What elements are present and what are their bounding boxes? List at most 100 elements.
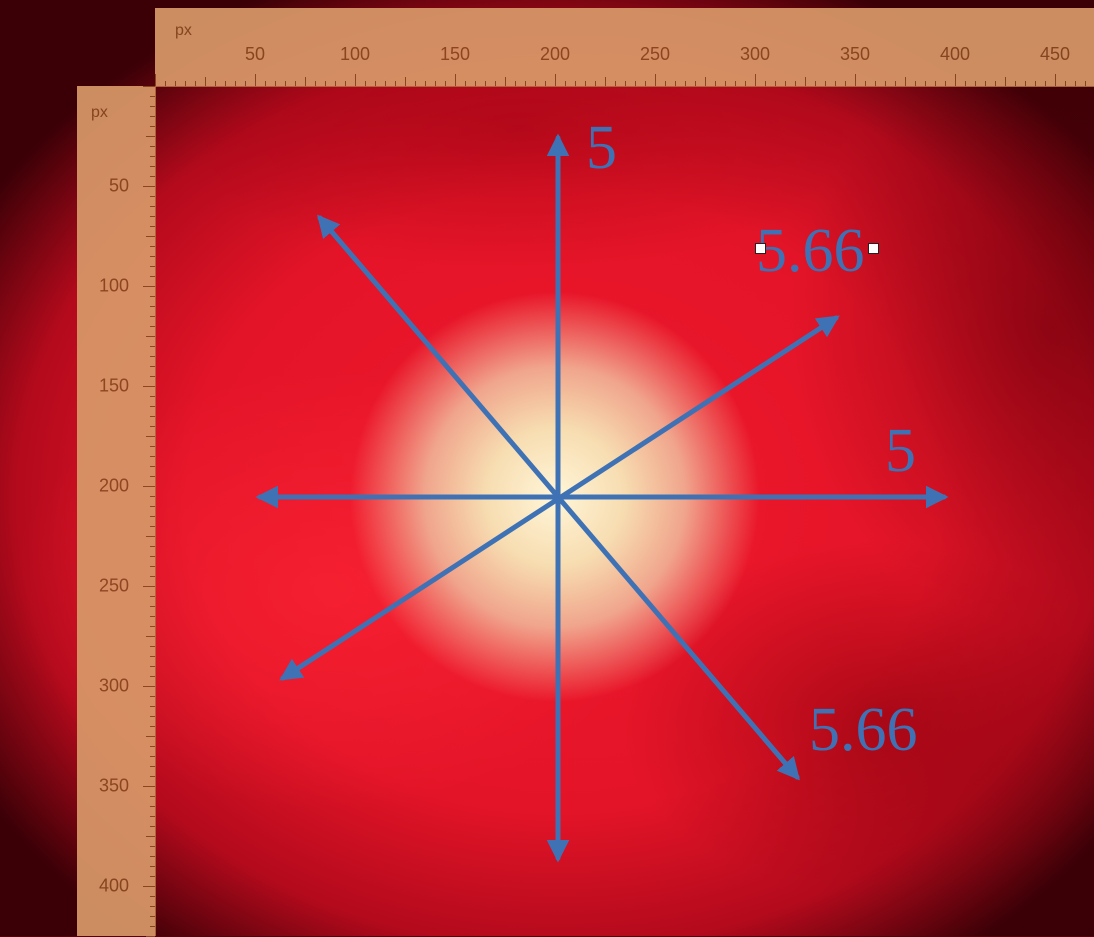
ruler-tick [150, 476, 155, 477]
ruler-tick [150, 406, 155, 407]
ruler-tick [146, 236, 155, 237]
ruler-tick-label: 50 [244, 44, 266, 64]
ruler-tick [146, 836, 155, 837]
ruler-tick [150, 96, 155, 97]
ruler-tick [150, 546, 155, 547]
ruler-tick [905, 77, 906, 86]
ruler-tick [150, 226, 155, 227]
ruler-tick [345, 81, 346, 86]
ruler-tick [765, 81, 766, 86]
horizontal-ruler[interactable]: px 50 100 150 200 250 300 350 400 450 [155, 8, 1094, 87]
ruler-tick [150, 426, 155, 427]
ruler-tick [155, 74, 156, 86]
ruler-tick [150, 756, 155, 757]
ruler-unit-label: px [175, 22, 192, 39]
ruler-tick [150, 216, 155, 217]
ruler-tick [150, 296, 155, 297]
ruler-tick [1015, 81, 1016, 86]
ruler-tick [835, 81, 836, 86]
ruler-tick [150, 506, 155, 507]
ruler-tick [665, 81, 666, 86]
ruler-tick [143, 686, 155, 687]
ruler-tick [150, 916, 155, 917]
ruler-tick [150, 796, 155, 797]
ruler-tick [146, 536, 155, 537]
ruler-tick [150, 776, 155, 777]
ruler-tick [146, 736, 155, 737]
ruler-tick [150, 866, 155, 867]
diagonal-vector-sw-ne[interactable] [279, 315, 840, 681]
ruler-tick [1045, 81, 1046, 86]
selection-handle-right[interactable] [868, 243, 879, 254]
ruler-tick [150, 376, 155, 377]
ruler-tick [425, 81, 426, 86]
selection-handle-left[interactable] [755, 243, 766, 254]
ruler-tick [150, 846, 155, 847]
ruler-tick [515, 81, 516, 86]
ruler-tick [150, 596, 155, 597]
ruler-tick [845, 81, 846, 86]
ruler-tick [445, 81, 446, 86]
ruler-tick [315, 81, 316, 86]
ruler-tick [150, 856, 155, 857]
ruler-tick-label: 350 [98, 775, 129, 796]
ruler-tick [150, 576, 155, 577]
ruler-tick [775, 81, 776, 86]
ruler-tick [785, 81, 786, 86]
ruler-tick [685, 81, 686, 86]
ruler-tick [705, 77, 706, 86]
ruler-tick [150, 366, 155, 367]
ruler-tick [150, 356, 155, 357]
ruler-tick [735, 81, 736, 86]
vector-label-right[interactable]: 5 [885, 417, 916, 485]
ruler-tick [715, 81, 716, 86]
ruler-tick [495, 81, 496, 86]
ruler-tick [585, 81, 586, 86]
ruler-tick [475, 81, 476, 86]
ruler-tick [143, 786, 155, 787]
ruler-tick [975, 81, 976, 86]
ruler-tick [565, 81, 566, 86]
vector-label-upper-right[interactable]: 5.66 [756, 217, 865, 285]
ruler-tick [150, 196, 155, 197]
ruler-tick [150, 456, 155, 457]
ruler-tick [150, 766, 155, 767]
ruler-tick [150, 726, 155, 727]
ruler-tick [405, 77, 406, 86]
ruler-tick [925, 81, 926, 86]
ruler-tick [150, 246, 155, 247]
ruler-tick-label: 400 [98, 875, 129, 896]
ruler-tick [725, 81, 726, 86]
ruler-tick [146, 136, 155, 137]
ruler-tick [150, 566, 155, 567]
ruler-tick [285, 81, 286, 86]
ruler-tick [675, 81, 676, 86]
ruler-tick [143, 586, 155, 587]
ruler-tick [895, 81, 896, 86]
vector-label-up[interactable]: 5 [586, 114, 617, 182]
ruler-tick [275, 81, 276, 86]
ruler-tick [465, 81, 466, 86]
ruler-tick [150, 696, 155, 697]
vector-label-lower-right[interactable]: 5.66 [809, 696, 918, 764]
ruler-tick [143, 286, 155, 287]
ruler-tick [150, 526, 155, 527]
ruler-tick [1005, 77, 1006, 86]
ruler-tick [805, 77, 806, 86]
ruler-tick [150, 706, 155, 707]
ruler-tick [150, 166, 155, 167]
ruler-tick [150, 646, 155, 647]
ruler-tick [855, 74, 856, 86]
ruler-tick-label: 250 [98, 575, 129, 596]
ruler-tick-label: 100 [339, 44, 371, 64]
vertical-ruler[interactable]: px 50 100 150 200 250 300 350 400 [77, 86, 156, 937]
ruler-tick [255, 74, 256, 86]
ruler-tick [143, 486, 155, 487]
ruler-tick [150, 496, 155, 497]
ruler-tick [605, 77, 606, 86]
ruler-tick-label: 200 [98, 475, 129, 496]
ruler-tick [625, 81, 626, 86]
ruler-tick-label: 150 [439, 44, 471, 64]
ruler-tick [295, 81, 296, 86]
